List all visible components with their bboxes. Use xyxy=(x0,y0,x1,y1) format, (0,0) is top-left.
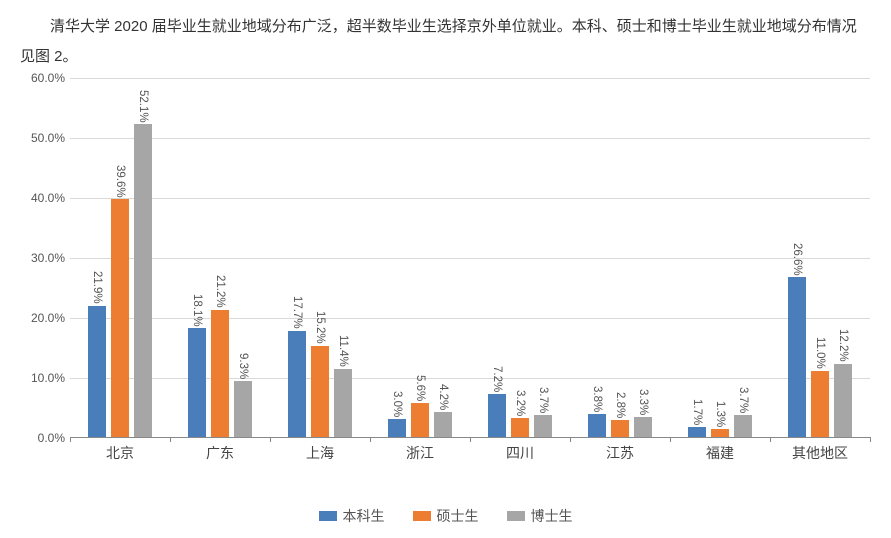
bar-硕士生: 15.2% xyxy=(311,346,329,437)
bar-博士生: 4.2% xyxy=(434,412,452,437)
x-axis-label: 其他地区 xyxy=(792,443,848,463)
x-tick xyxy=(770,437,771,442)
y-axis-label: 20.0% xyxy=(20,311,65,325)
y-axis-label: 10.0% xyxy=(20,371,65,385)
y-axis-label: 30.0% xyxy=(20,251,65,265)
bar-value-label: 11.4% xyxy=(337,335,349,367)
bar-value-label: 21.9% xyxy=(91,271,103,304)
bar-硕士生: 11.0% xyxy=(811,371,829,437)
legend-item: 博士生 xyxy=(507,506,573,526)
bar-硕士生: 5.6% xyxy=(411,403,429,437)
bar-value-label: 1.7% xyxy=(691,399,703,425)
x-axis-label: 北京 xyxy=(106,443,134,463)
x-tick xyxy=(670,437,671,442)
bar-value-label: 4.2% xyxy=(437,384,449,410)
gridline xyxy=(70,78,870,79)
bar-博士生: 52.1% xyxy=(134,124,152,437)
chart-plot-area: 0.0%10.0%20.0%30.0%40.0%50.0%60.0%21.9%3… xyxy=(70,78,870,438)
bar-硕士生: 3.2% xyxy=(511,418,529,437)
intro-paragraph: 清华大学 2020 届毕业生就业地域分布广泛，超半数毕业生选择京外单位就业。本科… xyxy=(20,12,871,72)
x-axis-label: 江苏 xyxy=(606,443,634,463)
employment-region-chart: 0.0%10.0%20.0%30.0%40.0%50.0%60.0%21.9%3… xyxy=(20,78,880,468)
bar-本科生: 18.1% xyxy=(188,328,206,437)
bar-value-label: 3.2% xyxy=(514,390,526,416)
bar-value-label: 15.2% xyxy=(314,311,326,344)
legend-swatch xyxy=(507,511,525,521)
x-tick xyxy=(370,437,371,442)
gridline xyxy=(70,318,870,319)
gridline xyxy=(70,138,870,139)
x-axis-label: 上海 xyxy=(306,443,334,463)
bar-value-label: 2.8% xyxy=(614,392,626,418)
bar-value-label: 1.3% xyxy=(714,401,726,427)
bar-value-label: 3.7% xyxy=(737,387,749,413)
bar-本科生: 17.7% xyxy=(288,331,306,437)
bar-value-label: 18.1% xyxy=(191,294,203,327)
x-axis-label: 四川 xyxy=(506,443,534,463)
gridline xyxy=(70,258,870,259)
bar-本科生: 7.2% xyxy=(488,394,506,437)
y-axis-label: 60.0% xyxy=(20,71,65,85)
legend-label: 博士生 xyxy=(531,506,573,526)
bar-value-label: 12.2% xyxy=(837,329,849,362)
bar-value-label: 9.3% xyxy=(237,353,249,379)
bar-硕士生: 2.8% xyxy=(611,420,629,437)
bar-value-label: 3.8% xyxy=(591,386,603,412)
bar-value-label: 11.0% xyxy=(814,337,826,369)
bar-value-label: 5.6% xyxy=(414,375,426,401)
x-tick xyxy=(70,437,71,442)
bar-value-label: 3.3% xyxy=(637,389,649,415)
bar-博士生: 3.3% xyxy=(634,417,652,437)
bar-本科生: 1.7% xyxy=(688,427,706,437)
bar-本科生: 3.8% xyxy=(588,414,606,437)
bar-博士生: 11.4% xyxy=(334,369,352,437)
bar-本科生: 3.0% xyxy=(388,419,406,437)
bar-value-label: 17.7% xyxy=(291,296,303,329)
chart-legend: 本科生 硕士生 博士生 xyxy=(20,506,871,526)
bar-本科生: 26.6% xyxy=(788,277,806,437)
x-tick xyxy=(170,437,171,442)
legend-swatch xyxy=(413,511,431,521)
bar-硕士生: 21.2% xyxy=(211,310,229,437)
bar-value-label: 3.0% xyxy=(391,391,403,417)
bar-博士生: 3.7% xyxy=(734,415,752,437)
bar-value-label: 7.2% xyxy=(491,366,503,392)
bar-本科生: 21.9% xyxy=(88,306,106,437)
gridline xyxy=(70,198,870,199)
bar-博士生: 9.3% xyxy=(234,381,252,437)
bar-value-label: 52.1% xyxy=(137,90,149,123)
x-axis-label: 福建 xyxy=(706,443,734,463)
legend-label: 本科生 xyxy=(343,506,385,526)
y-axis-label: 50.0% xyxy=(20,131,65,145)
legend-item: 硕士生 xyxy=(413,506,479,526)
legend-label: 硕士生 xyxy=(437,506,479,526)
y-axis-label: 0.0% xyxy=(20,431,65,445)
bar-博士生: 3.7% xyxy=(534,415,552,437)
x-axis-label: 广东 xyxy=(206,443,234,463)
legend-swatch xyxy=(319,511,337,521)
x-tick xyxy=(870,437,871,442)
x-tick xyxy=(470,437,471,442)
bar-硕士生: 1.3% xyxy=(711,429,729,437)
x-tick xyxy=(270,437,271,442)
y-axis-label: 40.0% xyxy=(20,191,65,205)
bar-value-label: 39.6% xyxy=(114,165,126,198)
x-axis-label: 浙江 xyxy=(406,443,434,463)
bar-value-label: 26.6% xyxy=(791,243,803,276)
bar-value-label: 3.7% xyxy=(537,387,549,413)
bar-硕士生: 39.6% xyxy=(111,199,129,437)
x-tick xyxy=(570,437,571,442)
legend-item: 本科生 xyxy=(319,506,385,526)
bar-value-label: 21.2% xyxy=(214,275,226,308)
bar-博士生: 12.2% xyxy=(834,364,852,437)
